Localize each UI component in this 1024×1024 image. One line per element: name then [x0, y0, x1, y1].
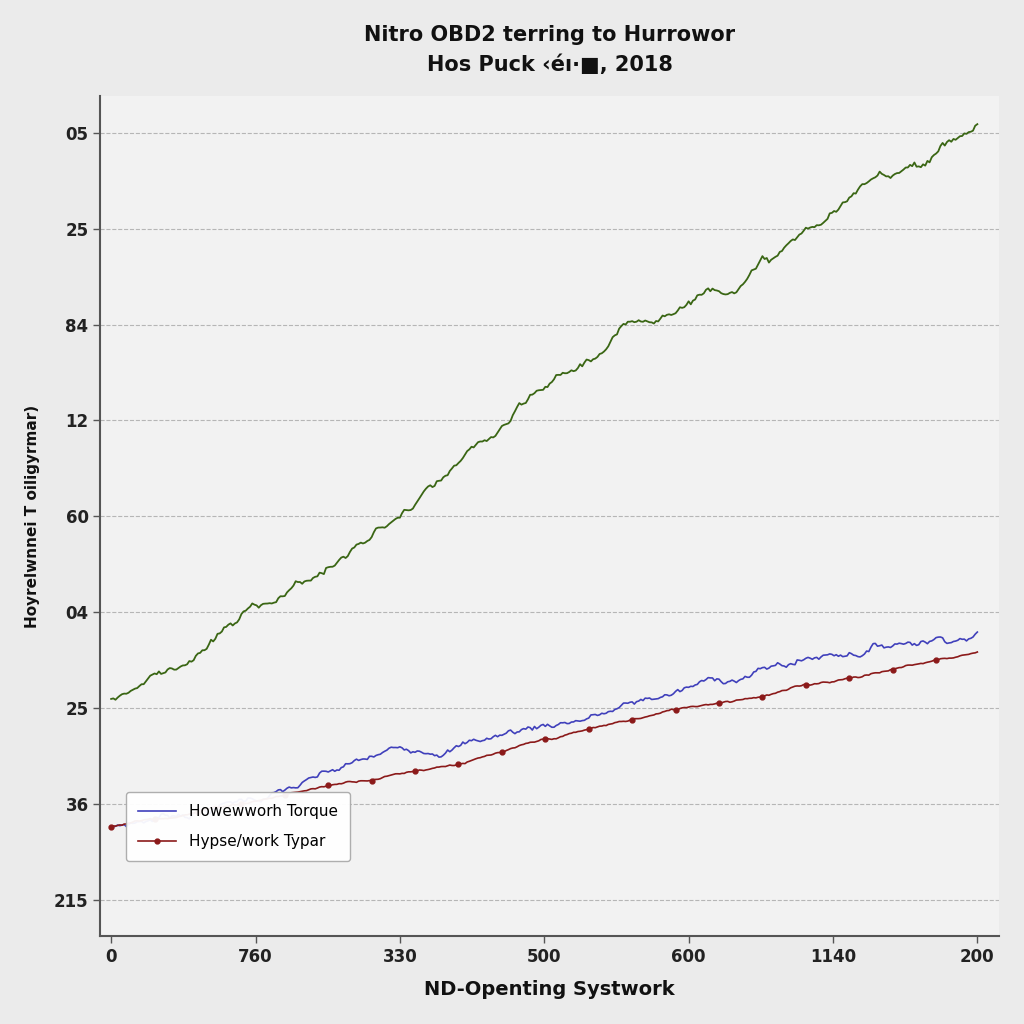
- Howewworh Torque: [451, 739, 463, 752]
- X-axis label: ND-Openting Systwork: ND-Openting Systwork: [424, 980, 675, 999]
- Hypse/work Typar: [730, 694, 742, 707]
- Hypse/work Typar: [971, 646, 983, 658]
- Howewworh Torque: [971, 626, 983, 638]
- Hypse/work Typar: [387, 768, 399, 780]
- Howewworh Torque: [211, 802, 223, 814]
- Hypse/work Typar: [449, 760, 461, 772]
- Title: Nitro OBD2 terring to Hurrowor
Hos Puck ‹éı·■, 2018: Nitro OBD2 terring to Hurrowor Hos Puck …: [365, 25, 735, 76]
- Hypse/work Typar: [209, 801, 221, 813]
- Howewworh Torque: [105, 820, 118, 833]
- Line: Howewworh Torque: Howewworh Torque: [112, 632, 977, 826]
- Hypse/work Typar: [650, 708, 663, 720]
- Howewworh Torque: [389, 741, 401, 754]
- Howewworh Torque: [732, 675, 744, 687]
- Howewworh Torque: [652, 692, 665, 705]
- Hypse/work Typar: [105, 820, 118, 833]
- Hypse/work Typar: [734, 693, 746, 706]
- Howewworh Torque: [736, 673, 749, 685]
- Line: Hypse/work Typar: Hypse/work Typar: [109, 649, 980, 829]
- Howewworh Torque: [108, 820, 120, 833]
- Y-axis label: Hoyrеlwnnеі T oiligyrmar): Hoyrеlwnnеі T oiligyrmar): [25, 404, 40, 628]
- Legend: Howewworh Torque, Hypse/work Typar: Howewworh Torque, Hypse/work Typar: [126, 792, 350, 861]
